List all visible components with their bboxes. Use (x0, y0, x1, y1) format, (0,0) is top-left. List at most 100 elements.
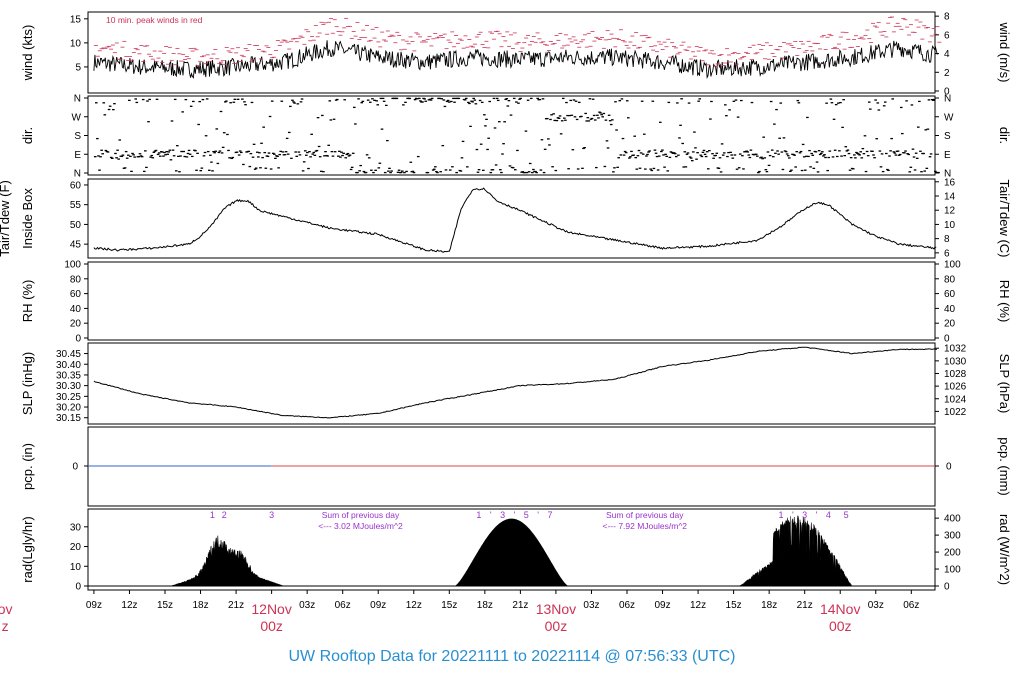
x-tick-label: 09z (654, 600, 670, 611)
rad-hour-mark: 2 (222, 510, 227, 520)
temp-ytick-right-label: 8 (944, 234, 950, 245)
rad-hour-mark: 5 (524, 510, 529, 520)
rad-hour-mark: ' (792, 510, 794, 520)
dir-ylabel-right: dir. (997, 127, 1012, 144)
slp-ytick-right-label: 1032 (944, 344, 967, 355)
pcp-ylabel: pcp. (in) (20, 443, 35, 490)
rad-hour-mark: 7 (547, 510, 552, 520)
dir-ytick-right-label: N (944, 169, 951, 180)
slp-ytick-label: 30.35 (56, 370, 81, 381)
wind-ylabel: wind (kts) (20, 25, 35, 82)
slp-ytick-label: 30.25 (56, 392, 81, 403)
wind-ytick-right-label: 8 (944, 12, 950, 23)
temp-panel-frame (87, 178, 936, 259)
temp-ytick-right-label: 6 (944, 248, 950, 259)
rh-ytick-right-label: 80 (944, 274, 956, 285)
rad-hour-mark: 3 (269, 510, 274, 520)
slp-ylabel: SLP (inHg) (20, 352, 35, 415)
temp-ytick-label: 50 (70, 220, 82, 231)
slp-ytick-right-label: 1022 (944, 407, 967, 418)
x-tick-label: 15z (726, 600, 742, 611)
x-tick-label: 15z (157, 600, 173, 611)
x-day-label: 12Nov (251, 601, 291, 617)
wind-ytick-right-label: 0 (944, 87, 950, 98)
rad-annotation-title: Sum of previous day (322, 510, 400, 520)
x-tick-label: 06z (619, 600, 635, 611)
wind-ytick-label: 5 (75, 62, 81, 73)
x-tick-label: 21z (797, 600, 813, 611)
rad-day-area (455, 518, 568, 587)
x-tick-label: 09z (370, 600, 386, 611)
temp-ytick-label: 60 (70, 180, 82, 191)
x-tick-label: 12z (121, 600, 137, 611)
rad-ylabel-right: rad (W/m^2) (997, 514, 1012, 585)
pcp-ylabel-right: pcp. (mm) (997, 437, 1012, 496)
temp-ylabel: Inside Box (20, 188, 35, 249)
slp-ytick-label: 30.30 (56, 381, 81, 392)
rh-ytick-label: 100 (64, 260, 81, 271)
x-tick-label: 12z (406, 600, 422, 611)
rad-day-area (739, 515, 853, 587)
wind-ytick-label: 10 (70, 38, 82, 49)
rad-hour-mark: 4 (826, 510, 831, 520)
x-day-time-label: 00z (260, 618, 283, 634)
rh-ytick-right-label: 0 (944, 334, 950, 345)
dir-ytick-label: W (72, 112, 82, 123)
rad-hour-mark: 1 (778, 510, 783, 520)
wind-series (93, 40, 938, 79)
rad-hour-mark: 1 (476, 510, 481, 520)
x-tick-label: 12z (690, 600, 706, 611)
dir-ytick-label: N (74, 94, 81, 105)
rad-ytick-right-label: 100 (944, 565, 961, 576)
dir-ytick-right-label: W (944, 112, 954, 123)
rh-ytick-label: 60 (70, 289, 82, 300)
dir-ytick-right-label: S (944, 131, 951, 142)
rad-ytick-right-label: 300 (944, 531, 961, 542)
x-tick-label: 03z (299, 600, 315, 611)
x-day-label: 13Nov (536, 601, 576, 617)
pcp-ytick-label: 0 (72, 462, 78, 473)
rh-ytick-right-label: 60 (944, 289, 956, 300)
rad-hour-mark: ' (537, 510, 539, 520)
x-tick-label: 21z (512, 600, 528, 611)
rad-ytick-label: 30 (70, 522, 82, 533)
slp-panel-frame (87, 342, 936, 425)
x-tick-label: 18z (192, 600, 208, 611)
rad-hour-mark: 1 (210, 510, 215, 520)
slp-ytick-right-label: 1024 (944, 394, 967, 405)
x-tick-label: 15z (441, 600, 457, 611)
wind-ytick-label: 15 (70, 14, 82, 25)
temp-ylabel-right: Tair/Tdew (C) (997, 179, 1012, 257)
rad-hour-mark: 3 (500, 510, 505, 520)
rad-panel-frame (87, 508, 936, 591)
rad-hour-mark: ' (514, 510, 516, 520)
temp-series (93, 187, 937, 253)
rad-ytick-right-label: 400 (944, 514, 961, 525)
dir-ytick-right-label: N (944, 94, 951, 105)
temp-ytick-label: 55 (70, 200, 82, 211)
rad-annotation-value: <--- 7.92 MJoules/m^2 (603, 521, 688, 531)
slp-series (93, 346, 937, 419)
rad-hour-mark: 5 (844, 510, 849, 520)
rh-ytick-right-label: 40 (944, 304, 956, 315)
slp-ytick-right-label: 1026 (944, 382, 967, 393)
rad-day-area (170, 535, 284, 587)
x-tick-label: 03z (868, 600, 884, 611)
slp-ytick-label: 30.40 (56, 360, 81, 371)
temp-ytick-right-label: 10 (944, 220, 956, 231)
rh-ylabel-right: RH (%) (997, 280, 1012, 323)
x-tick-label: 21z (228, 600, 244, 611)
rad-hour-mark: ' (490, 510, 492, 520)
x-day-label: ov (0, 601, 12, 617)
rh-ytick-label: 20 (70, 319, 82, 330)
rh-ytick-right-label: 20 (944, 319, 956, 330)
wind-panel-frame (87, 11, 936, 94)
rad-annotation-title: Sum of previous day (606, 510, 684, 520)
x-day-time-label: 00z (545, 618, 568, 634)
temp-ytick-right-label: 16 (944, 177, 956, 188)
rh-ytick-label: 0 (75, 334, 81, 345)
dir-ytick-label: N (74, 169, 81, 180)
wind-ytick-right-label: 2 (944, 68, 950, 79)
wind-ytick-right-label: 4 (944, 49, 950, 60)
slp-ylabel-right: SLP (hPa) (997, 354, 1012, 414)
